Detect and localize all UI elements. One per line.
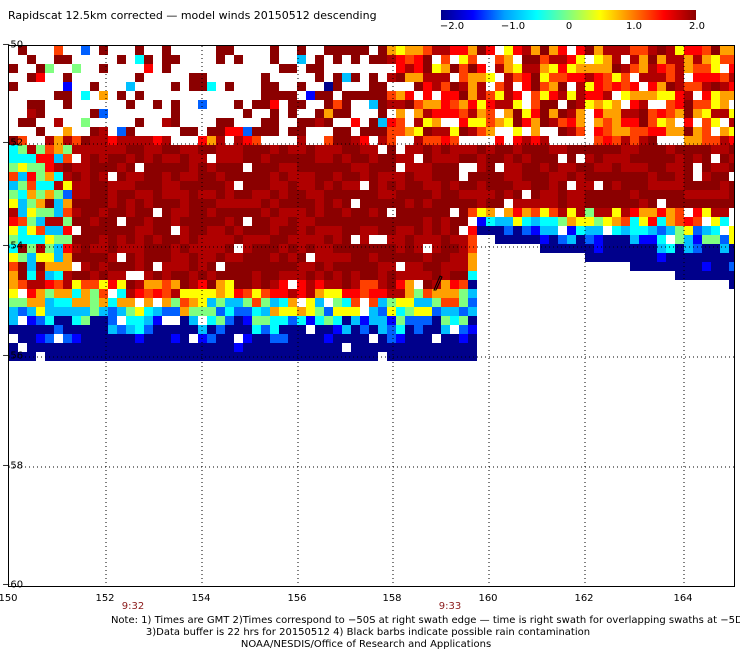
footnote-line-1: Note: 1) Times are GMT 2)Times correspon… <box>110 615 740 626</box>
lat-label-58: −58 <box>2 460 24 472</box>
map-title: Rapidscat 12.5km corrected — model winds… <box>8 9 377 22</box>
swath-time-left: 9:32 <box>121 601 145 612</box>
swath-time-right: 9:33 <box>438 601 462 612</box>
wind-difference-map <box>8 45 735 587</box>
lon-label-158: 158 <box>382 593 402 604</box>
colorbar-label-min: −2.0 <box>439 21 465 32</box>
lat-label-54: −54 <box>2 240 24 252</box>
lat-label-60: −60 <box>2 579 24 591</box>
colorbar-label-max: 2.0 <box>689 21 705 32</box>
lon-label-164: 164 <box>673 593 693 604</box>
lat-label-56: −56 <box>2 350 24 362</box>
lon-label-156: 156 <box>287 593 307 604</box>
lon-label-162: 162 <box>574 593 594 604</box>
colorbar-label-pos1: 1.0 <box>626 21 642 32</box>
lon-label-152: 152 <box>95 593 115 604</box>
lon-label-154: 154 <box>191 593 211 604</box>
colorbar <box>441 10 696 20</box>
lat-label-50: −50 <box>2 39 24 51</box>
footnote-credit: NOAA/NESDIS/Office of Research and Appli… <box>240 639 492 650</box>
lon-label-150: 150 <box>0 593 18 604</box>
footnote-line-2: 3)Data buffer is 22 hrs for 20150512 4) … <box>145 627 591 638</box>
lat-label-52: −52 <box>2 137 24 149</box>
colorbar-label-neg1: −1.0 <box>500 21 526 32</box>
rain-barb-icon <box>433 275 443 291</box>
colorbar-gradient <box>441 10 696 20</box>
lon-label-160: 160 <box>478 593 498 604</box>
map-cells <box>9 46 734 586</box>
colorbar-label-zero: 0 <box>565 21 573 32</box>
